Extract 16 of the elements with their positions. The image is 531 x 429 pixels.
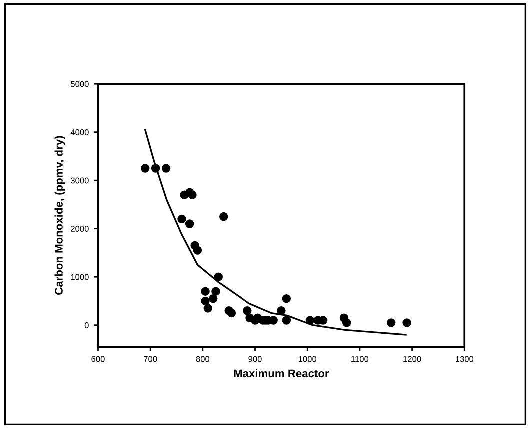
x-tick-label: 1300 bbox=[456, 356, 474, 362]
x-axis-title: Maximum Reactor bbox=[234, 369, 330, 378]
y-tick-label: 5000 bbox=[71, 81, 89, 88]
x-tick-label: 800 bbox=[196, 356, 210, 362]
x-tick-label: 1200 bbox=[404, 356, 422, 362]
x-tick-label: 1100 bbox=[352, 356, 369, 362]
y-tick-label: 2000 bbox=[71, 226, 89, 232]
y-tick-label: 3000 bbox=[70, 178, 89, 184]
x-tick-label: 600 bbox=[92, 356, 105, 362]
x-tick-label: 1000 bbox=[298, 356, 317, 362]
y-axis-title: Carbon Monoxide, (ppmv, dry) bbox=[54, 136, 66, 295]
x-tick-label: 900 bbox=[248, 356, 262, 362]
y-tick-label: 1000 bbox=[71, 274, 89, 280]
x-tick-label: 700 bbox=[144, 356, 158, 362]
y-tick-label: 0 bbox=[84, 322, 89, 328]
y-tick-label: 4000 bbox=[70, 130, 89, 136]
